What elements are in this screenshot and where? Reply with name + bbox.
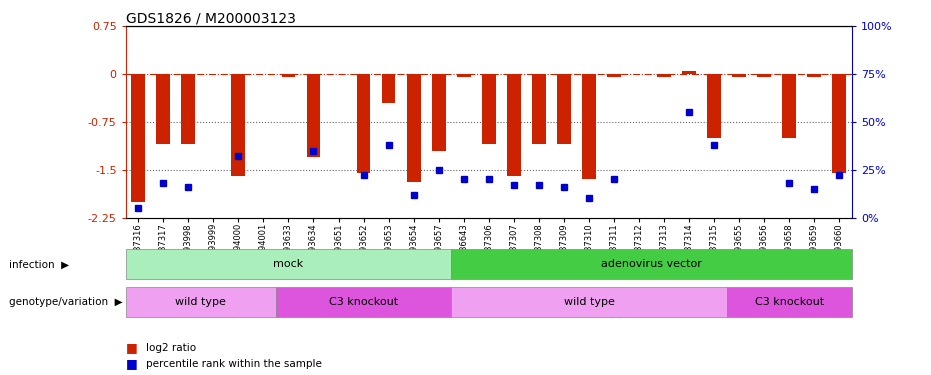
Text: log2 ratio: log2 ratio (146, 343, 196, 353)
Text: wild type: wild type (563, 297, 614, 307)
Bar (657, 74, 671, 77)
Bar (682, 71, 696, 74)
Text: C3 knockout: C3 knockout (755, 297, 824, 307)
Bar (457, 74, 470, 77)
Bar (782, 74, 796, 138)
Text: mock: mock (274, 260, 304, 269)
Bar (582, 74, 596, 179)
Bar (708, 74, 721, 138)
Text: adenovirus vector: adenovirus vector (601, 260, 702, 269)
Text: infection  ▶: infection ▶ (9, 260, 70, 269)
Bar (733, 74, 746, 77)
Bar (182, 74, 196, 144)
Bar (306, 74, 320, 157)
Bar (357, 74, 371, 173)
Text: percentile rank within the sample: percentile rank within the sample (146, 359, 322, 369)
Text: genotype/variation  ▶: genotype/variation ▶ (9, 297, 123, 307)
Bar (432, 74, 446, 150)
Bar (807, 74, 821, 77)
Bar (482, 74, 495, 144)
Bar (156, 74, 170, 144)
Text: GDS1826 / M200003123: GDS1826 / M200003123 (126, 11, 295, 25)
Bar (382, 74, 396, 103)
Text: ■: ■ (126, 357, 138, 370)
Bar (757, 74, 771, 77)
Text: C3 knockout: C3 knockout (329, 297, 398, 307)
Bar (607, 74, 621, 77)
Bar (407, 74, 421, 183)
Bar (557, 74, 571, 144)
Bar (281, 74, 295, 77)
Bar (506, 74, 520, 176)
Text: ■: ■ (126, 342, 138, 354)
Bar (131, 74, 145, 202)
Bar (832, 74, 846, 173)
Text: wild type: wild type (175, 297, 226, 307)
Bar (532, 74, 546, 144)
Bar (232, 74, 245, 176)
